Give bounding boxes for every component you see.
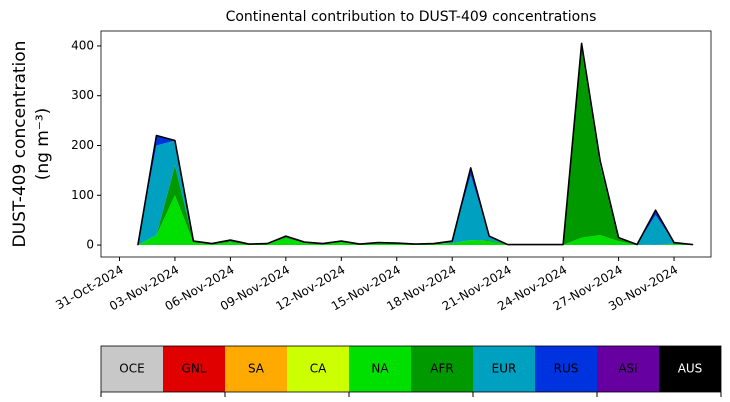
legend-frame [100,345,722,393]
legend-swatch [411,346,473,392]
legend-label: AUS [678,362,703,376]
area [137,42,694,246]
y-tick-label: 300 [71,88,94,102]
area [137,48,693,246]
y-tick-label: 400 [71,38,94,52]
legend-swatch [287,346,349,392]
legend-label: ASI [618,362,637,376]
legend-label: NA [371,362,389,376]
y-axis-label: DUST-409 concentration [10,41,30,248]
plot-frame [100,30,712,258]
chart-title: Continental contribution to DUST-409 con… [226,9,597,25]
legend-swatch [225,346,287,392]
legend-label: GNL [182,362,207,376]
legend-swatch [535,346,597,392]
legend-label: SA [248,362,265,376]
legend-label: RUS [554,362,579,376]
y-axis-label: (ng m⁻³) [33,108,53,181]
legend-label: OCE [119,362,144,376]
legend-label: CA [310,362,327,376]
legend-swatch [473,346,535,392]
legend-swatch [349,346,411,392]
legend-swatch [597,346,659,392]
legend-swatch [101,346,163,392]
y-tick-label: 200 [71,138,94,152]
legend-label: AFR [430,362,453,376]
y-tick-label: 100 [71,188,94,202]
legend-swatch [659,346,721,392]
legend-swatch [163,346,225,392]
legend-label: EUR [492,362,517,376]
y-tick-label: 0 [86,238,94,252]
